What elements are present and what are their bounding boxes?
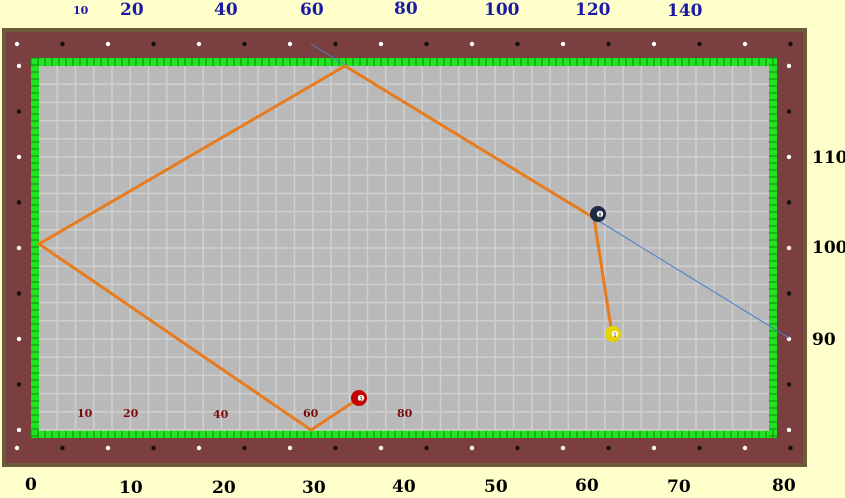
rail-diamonds (14, 41, 793, 451)
inner-scale-label: 80 (397, 407, 413, 420)
right-scale-label: 100 (812, 238, 845, 258)
rail-diamond (786, 291, 792, 296)
bottom-scale-label: 80 (772, 476, 796, 496)
bottom-scale-label: 40 (392, 477, 416, 497)
ball-1[interactable]: 1 (605, 326, 621, 342)
rail-diamond (105, 445, 111, 451)
rail-diamond (424, 445, 429, 451)
bottom-scale-label: 70 (667, 477, 691, 497)
rail-diamond (16, 336, 22, 342)
rail-diamond (786, 200, 792, 205)
rail-diamond (16, 291, 22, 296)
bottom-scale-label: 30 (302, 478, 326, 498)
rail-diamond (151, 445, 156, 451)
bottom-scale-label: 20 (212, 478, 236, 498)
rail-diamond (242, 41, 247, 47)
rail-diamond (788, 445, 793, 451)
top-scale-label: 80 (394, 0, 418, 19)
bottom-scale-label: 50 (484, 477, 508, 497)
rail-diamond (14, 445, 20, 451)
rail-diamond (378, 445, 384, 451)
rail-diamond (469, 445, 475, 451)
top-scale-label: 20 (120, 0, 144, 20)
rail-diamond (424, 41, 429, 47)
rail-diamond (196, 445, 202, 451)
rail-diamond (515, 41, 520, 47)
object-ball-path (592, 217, 614, 335)
rail-diamond (697, 41, 702, 47)
rail-diamond (786, 245, 792, 251)
rail-diamond (469, 41, 475, 47)
rail-diamond (560, 41, 566, 47)
rail-diamond (16, 245, 22, 251)
cushion-segments (30, 57, 777, 438)
rail-diamond (196, 41, 202, 47)
right-scale-label: 110 (812, 148, 845, 168)
top-scale-label: 100 (484, 0, 520, 20)
rail-diamond (515, 445, 520, 451)
inner-scale-label: 60 (303, 407, 319, 420)
rail-diamond (105, 41, 111, 47)
rail-diamond (16, 427, 22, 433)
rail-diamond (378, 41, 384, 47)
rail-diamond (786, 427, 792, 433)
ball-3-number: 3 (359, 397, 362, 403)
rail-diamond (786, 154, 792, 160)
ball-8[interactable]: 8 (590, 206, 606, 222)
bottom-scale-label: 10 (119, 478, 143, 498)
rail-diamond (786, 63, 792, 69)
shot-path (36, 64, 595, 432)
inner-scale-label: 10 (77, 407, 93, 420)
ball-1-number: 1 (613, 333, 616, 339)
rail-diamond (14, 41, 20, 47)
rail-diamond (16, 154, 22, 160)
top-scale-label: 40 (214, 0, 238, 20)
rail-diamond (287, 41, 293, 47)
top-scale-label: 120 (575, 0, 611, 20)
rail-diamond (786, 382, 792, 387)
rail-diamond (742, 445, 748, 451)
rail-diamond (60, 445, 65, 451)
rail-diamond (651, 445, 657, 451)
inner-scale-label: 20 (123, 407, 139, 420)
rail-diamond (333, 41, 338, 47)
bottom-scale-label: 60 (575, 476, 599, 496)
rail-diamond (16, 63, 22, 69)
rail-diamond (242, 445, 247, 451)
rail-diamond (697, 445, 702, 451)
ball-3[interactable]: 3 (351, 390, 367, 406)
rail-diamond (742, 41, 748, 47)
inner-scale-label: 40 (213, 408, 229, 421)
top-scale-label: 60 (300, 0, 324, 20)
rail-diamond (287, 445, 293, 451)
rail-diamond (788, 41, 793, 47)
top-scale-label: 140 (667, 1, 703, 21)
ball-8-number: 8 (598, 213, 601, 219)
rail-diamond (606, 445, 611, 451)
rail-diamond (60, 41, 65, 47)
rail-diamond (786, 109, 792, 114)
bottom-scale-label: 0 (25, 475, 37, 495)
right-scale-label: 90 (812, 330, 836, 350)
cloth-grid (39, 66, 769, 431)
rail-diamond (606, 41, 611, 47)
top-scale-label: 10 (73, 4, 89, 17)
rail-diamond (651, 41, 657, 47)
rail-diamond (560, 445, 566, 451)
rail-diamond (16, 382, 22, 387)
rail-diamond (16, 109, 22, 114)
rail-diamond (333, 445, 338, 451)
rail-diamond (16, 200, 22, 205)
rail-diamond (151, 41, 156, 47)
